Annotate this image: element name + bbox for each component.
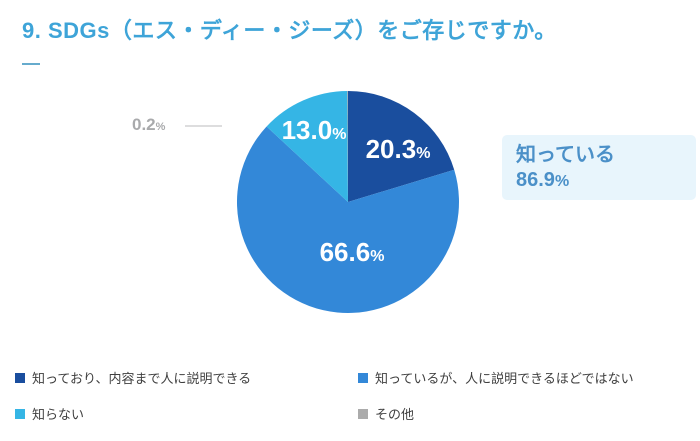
percent-sign: % [554,173,570,190]
legend-item-dont-know: 知らない [15,404,358,423]
annotation-leader-line [185,125,222,127]
pie-chart: 20.3% 66.6% 13.0% [236,91,459,313]
pie-slice-know-not-explain [236,126,459,313]
legend-swatch-dont-know [15,408,25,419]
callout-value: 86.9% [516,168,696,194]
legend-swatch-know-not-explain [358,372,368,383]
slice-value-label-dont-know: 13.0% [282,117,347,143]
legend-label-know-not-explain: 知っているが、人に説明できるほどではない [375,371,634,386]
legend-label-dont-know: 知らない [32,407,85,422]
callout-label: 知っている [516,144,615,166]
legend-swatch-other [358,408,368,419]
chart-title: 9. SDGs（エス・ディー・ジーズ）をご存じですか。 [22,18,557,43]
other-slice-annotation: 0.2% [132,115,165,135]
percent-sign: % [332,126,347,143]
slice-value-label-know-not-explain: 66.6% [320,239,385,265]
pie-slice-other [347,91,348,202]
legend-item-other: その他 [358,404,690,423]
pie-slice-dont-know [266,91,348,202]
percent-sign: % [370,248,385,265]
pie-slice-know-and-explain [348,91,455,202]
slice-value-label-know-and-explain: 20.3% [366,136,431,162]
legend-item-know-not-explain: 知っているが、人に説明できるほどではない [358,368,690,387]
title-underline [22,63,40,65]
slice-value: 66.6 [319,237,371,267]
callout-box: 知っている 86.9% [502,135,696,200]
legend-label-know-and-explain: 知っており、内容まで人に説明できる [32,371,252,386]
pie-svg [236,91,459,313]
percent-sign: % [155,121,166,133]
slice-value: 20.3 [365,134,417,164]
legend: 知っており、内容まで人に説明できる 知っているが、人に説明できるほどではない 知… [15,368,690,423]
legend-swatch-know-and-explain [15,372,25,383]
callout-percentage: 86.9 [516,169,555,191]
slice-value: 13.0 [281,115,333,145]
legend-item-know-and-explain: 知っており、内容まで人に説明できる [15,368,358,387]
legend-label-other: その他 [375,407,415,422]
other-slice-value: 0.2 [132,115,156,134]
percent-sign: % [416,145,431,162]
